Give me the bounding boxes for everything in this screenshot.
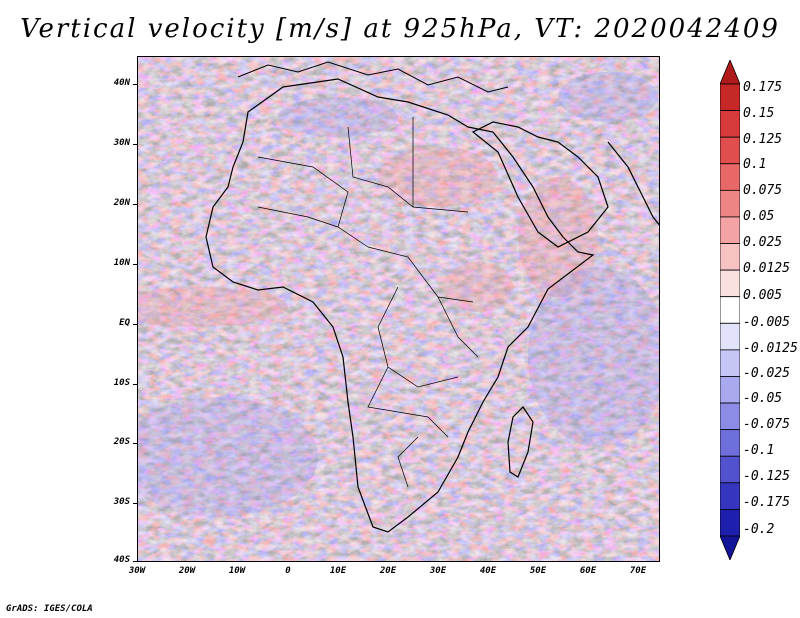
colorbar-bin bbox=[720, 402, 740, 431]
lat-tick bbox=[133, 84, 137, 85]
colorbar-cap-bottom bbox=[720, 535, 740, 560]
colorbar-label: 0.15 bbox=[743, 106, 775, 121]
colorbar-bin bbox=[720, 376, 740, 404]
lat-tick bbox=[133, 264, 137, 265]
colorbar-label: -0.075 bbox=[743, 417, 790, 432]
colorbar-label: -0.2 bbox=[743, 522, 775, 537]
lat-label-30n: 30N bbox=[113, 138, 130, 148]
colorbar-label: -0.1 bbox=[743, 443, 775, 458]
lat-label-10s: 10S bbox=[113, 378, 130, 388]
colorbar-label: 0.005 bbox=[743, 288, 783, 303]
credit-text: GrADS: IGES/COLA bbox=[6, 604, 93, 614]
lat-tick bbox=[133, 144, 137, 145]
lon-label-0: 0 bbox=[285, 566, 291, 576]
lon-label-20e: 20E bbox=[379, 566, 397, 576]
vertical-velocity-noise bbox=[138, 57, 659, 561]
colorbar-label: -0.175 bbox=[743, 495, 790, 510]
colorbar-label: -0.0125 bbox=[743, 341, 798, 356]
colorbar-bin bbox=[720, 509, 740, 537]
lon-label-40e: 40E bbox=[479, 566, 497, 576]
colorbar-bin bbox=[720, 349, 740, 377]
colorbar-bin bbox=[720, 163, 740, 191]
colorbar-bin bbox=[720, 482, 740, 510]
colorbar-label: 0.175 bbox=[743, 80, 783, 95]
colorbar-label: -0.05 bbox=[743, 391, 783, 406]
africa-coastline bbox=[205, 78, 595, 533]
madagascar bbox=[507, 406, 534, 478]
colorbar-bin bbox=[720, 83, 740, 111]
colorbar-label: 0.125 bbox=[743, 132, 783, 147]
lon-label-10w: 10W bbox=[228, 566, 246, 576]
lat-tick bbox=[133, 443, 137, 444]
map-plot-area bbox=[137, 56, 660, 562]
downdraft-patches bbox=[138, 72, 659, 517]
lat-label-30s: 30S bbox=[113, 497, 130, 507]
map-svg bbox=[138, 57, 659, 561]
colorbar-label: 0.075 bbox=[743, 183, 783, 198]
chart-title: Vertical velocity [m/s] at 925hPa, VT: 2… bbox=[20, 14, 780, 44]
colorbar-label: 0.05 bbox=[743, 209, 775, 224]
lon-label-10e: 10E bbox=[329, 566, 347, 576]
colorbar-bin bbox=[720, 243, 740, 271]
lat-label-20s: 20S bbox=[113, 437, 130, 447]
lat-label-40n: 40N bbox=[113, 78, 130, 88]
lon-label-60e: 60E bbox=[579, 566, 597, 576]
colorbar-bin bbox=[720, 136, 740, 165]
lat-label-40s: 40S bbox=[113, 555, 130, 565]
colorbar-bin bbox=[720, 322, 740, 351]
lon-label-70e: 70E bbox=[629, 566, 647, 576]
colorbar-cap-top bbox=[720, 60, 740, 85]
colorbar-label: 0.025 bbox=[743, 235, 783, 250]
lat-tick bbox=[133, 324, 137, 325]
country-borders bbox=[257, 117, 479, 488]
lat-label-20n: 20N bbox=[113, 198, 130, 208]
lon-label-30w: 30W bbox=[128, 566, 146, 576]
colorbar-bin bbox=[720, 269, 740, 298]
colorbar-label: -0.025 bbox=[743, 366, 790, 381]
colorbar-label: -0.125 bbox=[743, 469, 790, 484]
colorbar-label: -0.005 bbox=[743, 315, 790, 330]
colorbar-bin bbox=[720, 110, 740, 138]
europe-coast bbox=[237, 61, 509, 93]
lat-tick bbox=[133, 204, 137, 205]
colorbar-bin bbox=[720, 455, 740, 484]
lat-tick bbox=[133, 561, 137, 562]
colorbar bbox=[720, 60, 740, 560]
lon-label-30e: 30E bbox=[429, 566, 447, 576]
colorbar-label: 0.1 bbox=[743, 157, 767, 172]
lat-tick bbox=[133, 384, 137, 385]
arabian-peninsula bbox=[471, 121, 609, 248]
colorbar-label: 0.0125 bbox=[743, 261, 790, 276]
colorbar-bin bbox=[720, 296, 740, 324]
colorbar-bin bbox=[720, 189, 740, 218]
lat-tick bbox=[133, 503, 137, 504]
lon-label-50e: 50E bbox=[529, 566, 547, 576]
india-coast bbox=[607, 141, 659, 226]
lat-label-eq: EQ bbox=[119, 318, 130, 328]
lat-label-10n: 10N bbox=[113, 258, 130, 268]
colorbar-bin bbox=[720, 216, 740, 244]
lon-label-20w: 20W bbox=[178, 566, 196, 576]
colorbar-bin bbox=[720, 429, 740, 457]
